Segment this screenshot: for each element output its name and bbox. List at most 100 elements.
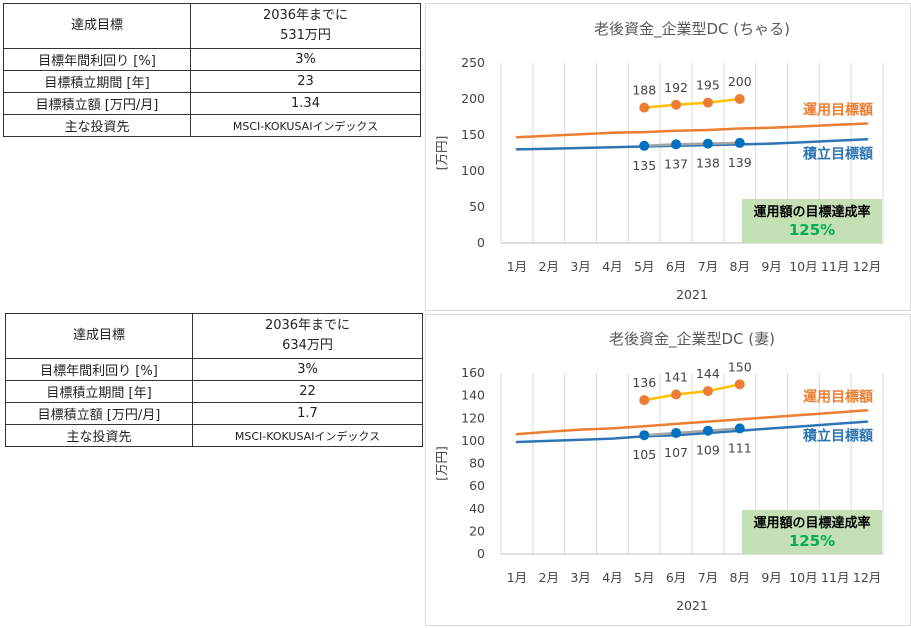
data-label: 111	[728, 440, 752, 455]
data-point	[671, 139, 682, 150]
yield-value: 3%	[192, 358, 423, 381]
series-line	[515, 409, 869, 436]
y-tick-label: 50	[469, 199, 485, 214]
x-tick-label: 1月	[507, 570, 527, 585]
data-point	[639, 102, 650, 113]
goal-value-line2: 531万円	[280, 28, 331, 43]
x-tick-label: 10月	[789, 259, 817, 274]
goal-value: 2036年までに 531万円	[190, 3, 421, 49]
monthly-label: 目標積立額 [万円/月]	[5, 402, 193, 425]
series-line	[643, 427, 742, 437]
rate-box	[742, 510, 882, 554]
y-tick-label: 100	[461, 163, 485, 178]
y-tick-label: 200	[461, 91, 485, 106]
y-tick-label: 250	[461, 55, 485, 70]
y-tick-label: 100	[461, 433, 485, 448]
yield-label: 目標年間利回り [%]	[5, 358, 193, 381]
period-value: 23	[190, 70, 421, 93]
data-point	[702, 138, 713, 149]
x-tick-label: 6月	[666, 570, 686, 585]
data-point	[734, 423, 745, 434]
data-label: 139	[728, 155, 752, 170]
data-label: 138	[696, 156, 720, 171]
data-label: 136	[632, 375, 656, 390]
y-tick-label: 120	[461, 410, 485, 425]
series-line	[643, 141, 742, 148]
series-label: 運用目標額	[803, 388, 873, 405]
chart-1: 老後資金_企業型DC (ちゃる) 0 50 100 150 200 250 1月 2月 3月 4月 5…	[434, 20, 884, 302]
y-tick-label: 0	[477, 546, 485, 561]
series-line	[643, 383, 742, 402]
period-label: 目標積立期間 [年]	[3, 70, 191, 93]
y-tick-label: 20	[469, 523, 485, 538]
x-tick-label: 1月	[507, 259, 527, 274]
monthly-value: 1.7	[192, 402, 423, 425]
y-tick-label: 160	[461, 365, 485, 380]
goal-label: 達成目標	[3, 3, 191, 49]
investment-value: MSCI-KOKUSAIインデックス	[190, 114, 421, 137]
series-label: 運用目標額	[803, 101, 873, 118]
x-tick-label: 9月	[761, 259, 781, 274]
rate-box-value: 125%	[789, 221, 835, 239]
period-label: 目標積立期間 [年]	[5, 380, 193, 403]
goal-value-line1: 2036年までに	[262, 8, 349, 23]
data-label: 192	[664, 80, 688, 95]
y-tick-label: 40	[469, 501, 485, 516]
x-tick-label: 5月	[634, 570, 654, 585]
monthly-label: 目標積立額 [万円/月]	[3, 92, 191, 115]
x-tick-label: 9月	[761, 570, 781, 585]
y-tick-label: 150	[461, 127, 485, 142]
x-tick-label: 2月	[539, 570, 559, 585]
data-label: 150	[728, 359, 752, 374]
x-tick-label: 12月	[853, 570, 881, 585]
data-label: 200	[728, 74, 752, 89]
data-point	[671, 99, 682, 110]
y-tick-label: 80	[469, 456, 485, 471]
rate-box-value: 125%	[789, 532, 835, 550]
rate-box-title: 運用額の目標達成率	[753, 204, 870, 220]
rate-box	[742, 199, 882, 243]
yield-label: 目標年間利回り [%]	[3, 48, 191, 71]
data-point	[734, 379, 745, 390]
x-tick-label: 3月	[570, 570, 590, 585]
data-point	[671, 427, 682, 438]
chart-title: 老後資金_企業型DC (ちゃる)	[594, 20, 790, 39]
yield-value: 3%	[190, 48, 421, 71]
chart-2: 老後資金_企業型DC (妻) 0 20 40 60 80 100 120 140 160 1月 2月 3…	[434, 330, 884, 613]
y-tick-label: 140	[461, 388, 485, 403]
data-label: 188	[632, 83, 656, 98]
x-tick-label: 3月	[570, 259, 590, 274]
y-axis-label: [万円]	[434, 136, 449, 171]
x-tick-label: 5月	[634, 259, 654, 274]
period-value: 22	[192, 380, 423, 403]
series-line	[515, 138, 869, 151]
chart-title: 老後資金_企業型DC (妻)	[609, 330, 775, 349]
data-label: 135	[632, 158, 656, 173]
x-tick-label: 11月	[821, 259, 849, 274]
x-tick-label: 11月	[821, 570, 849, 585]
data-point	[702, 386, 713, 397]
data-label: 141	[664, 369, 688, 384]
goal-value-line2: 634万円	[282, 338, 333, 353]
y-axis-label: [万円]	[434, 446, 449, 481]
goal-table-2: 達成目標 2036年までに 634万円 目標年間利回り [%] 3% 目標積立期…	[5, 313, 423, 447]
y-tick-label: 60	[469, 478, 485, 493]
series-line	[515, 420, 869, 444]
x-tick-label: 7月	[698, 259, 718, 274]
x-tick-label: 4月	[602, 259, 622, 274]
data-label: 137	[664, 156, 688, 171]
data-label: 105	[632, 447, 656, 462]
series-label: 積立目標額	[802, 145, 873, 162]
monthly-value: 1.34	[190, 92, 421, 115]
data-point	[639, 395, 650, 406]
data-point	[671, 389, 682, 400]
goal-label: 達成目標	[5, 313, 193, 359]
x-tick-label: 8月	[730, 259, 750, 274]
data-label: 107	[664, 445, 688, 460]
goal-table-1: 達成目標 2036年までに 531万円 目標年間利回り [%] 3% 目標積立期…	[3, 3, 421, 137]
data-point	[639, 140, 650, 151]
x-axis-label: 2021	[676, 598, 708, 613]
goal-value: 2036年までに 634万円	[192, 313, 423, 359]
data-point	[734, 137, 745, 148]
y-tick-label: 0	[477, 235, 485, 250]
